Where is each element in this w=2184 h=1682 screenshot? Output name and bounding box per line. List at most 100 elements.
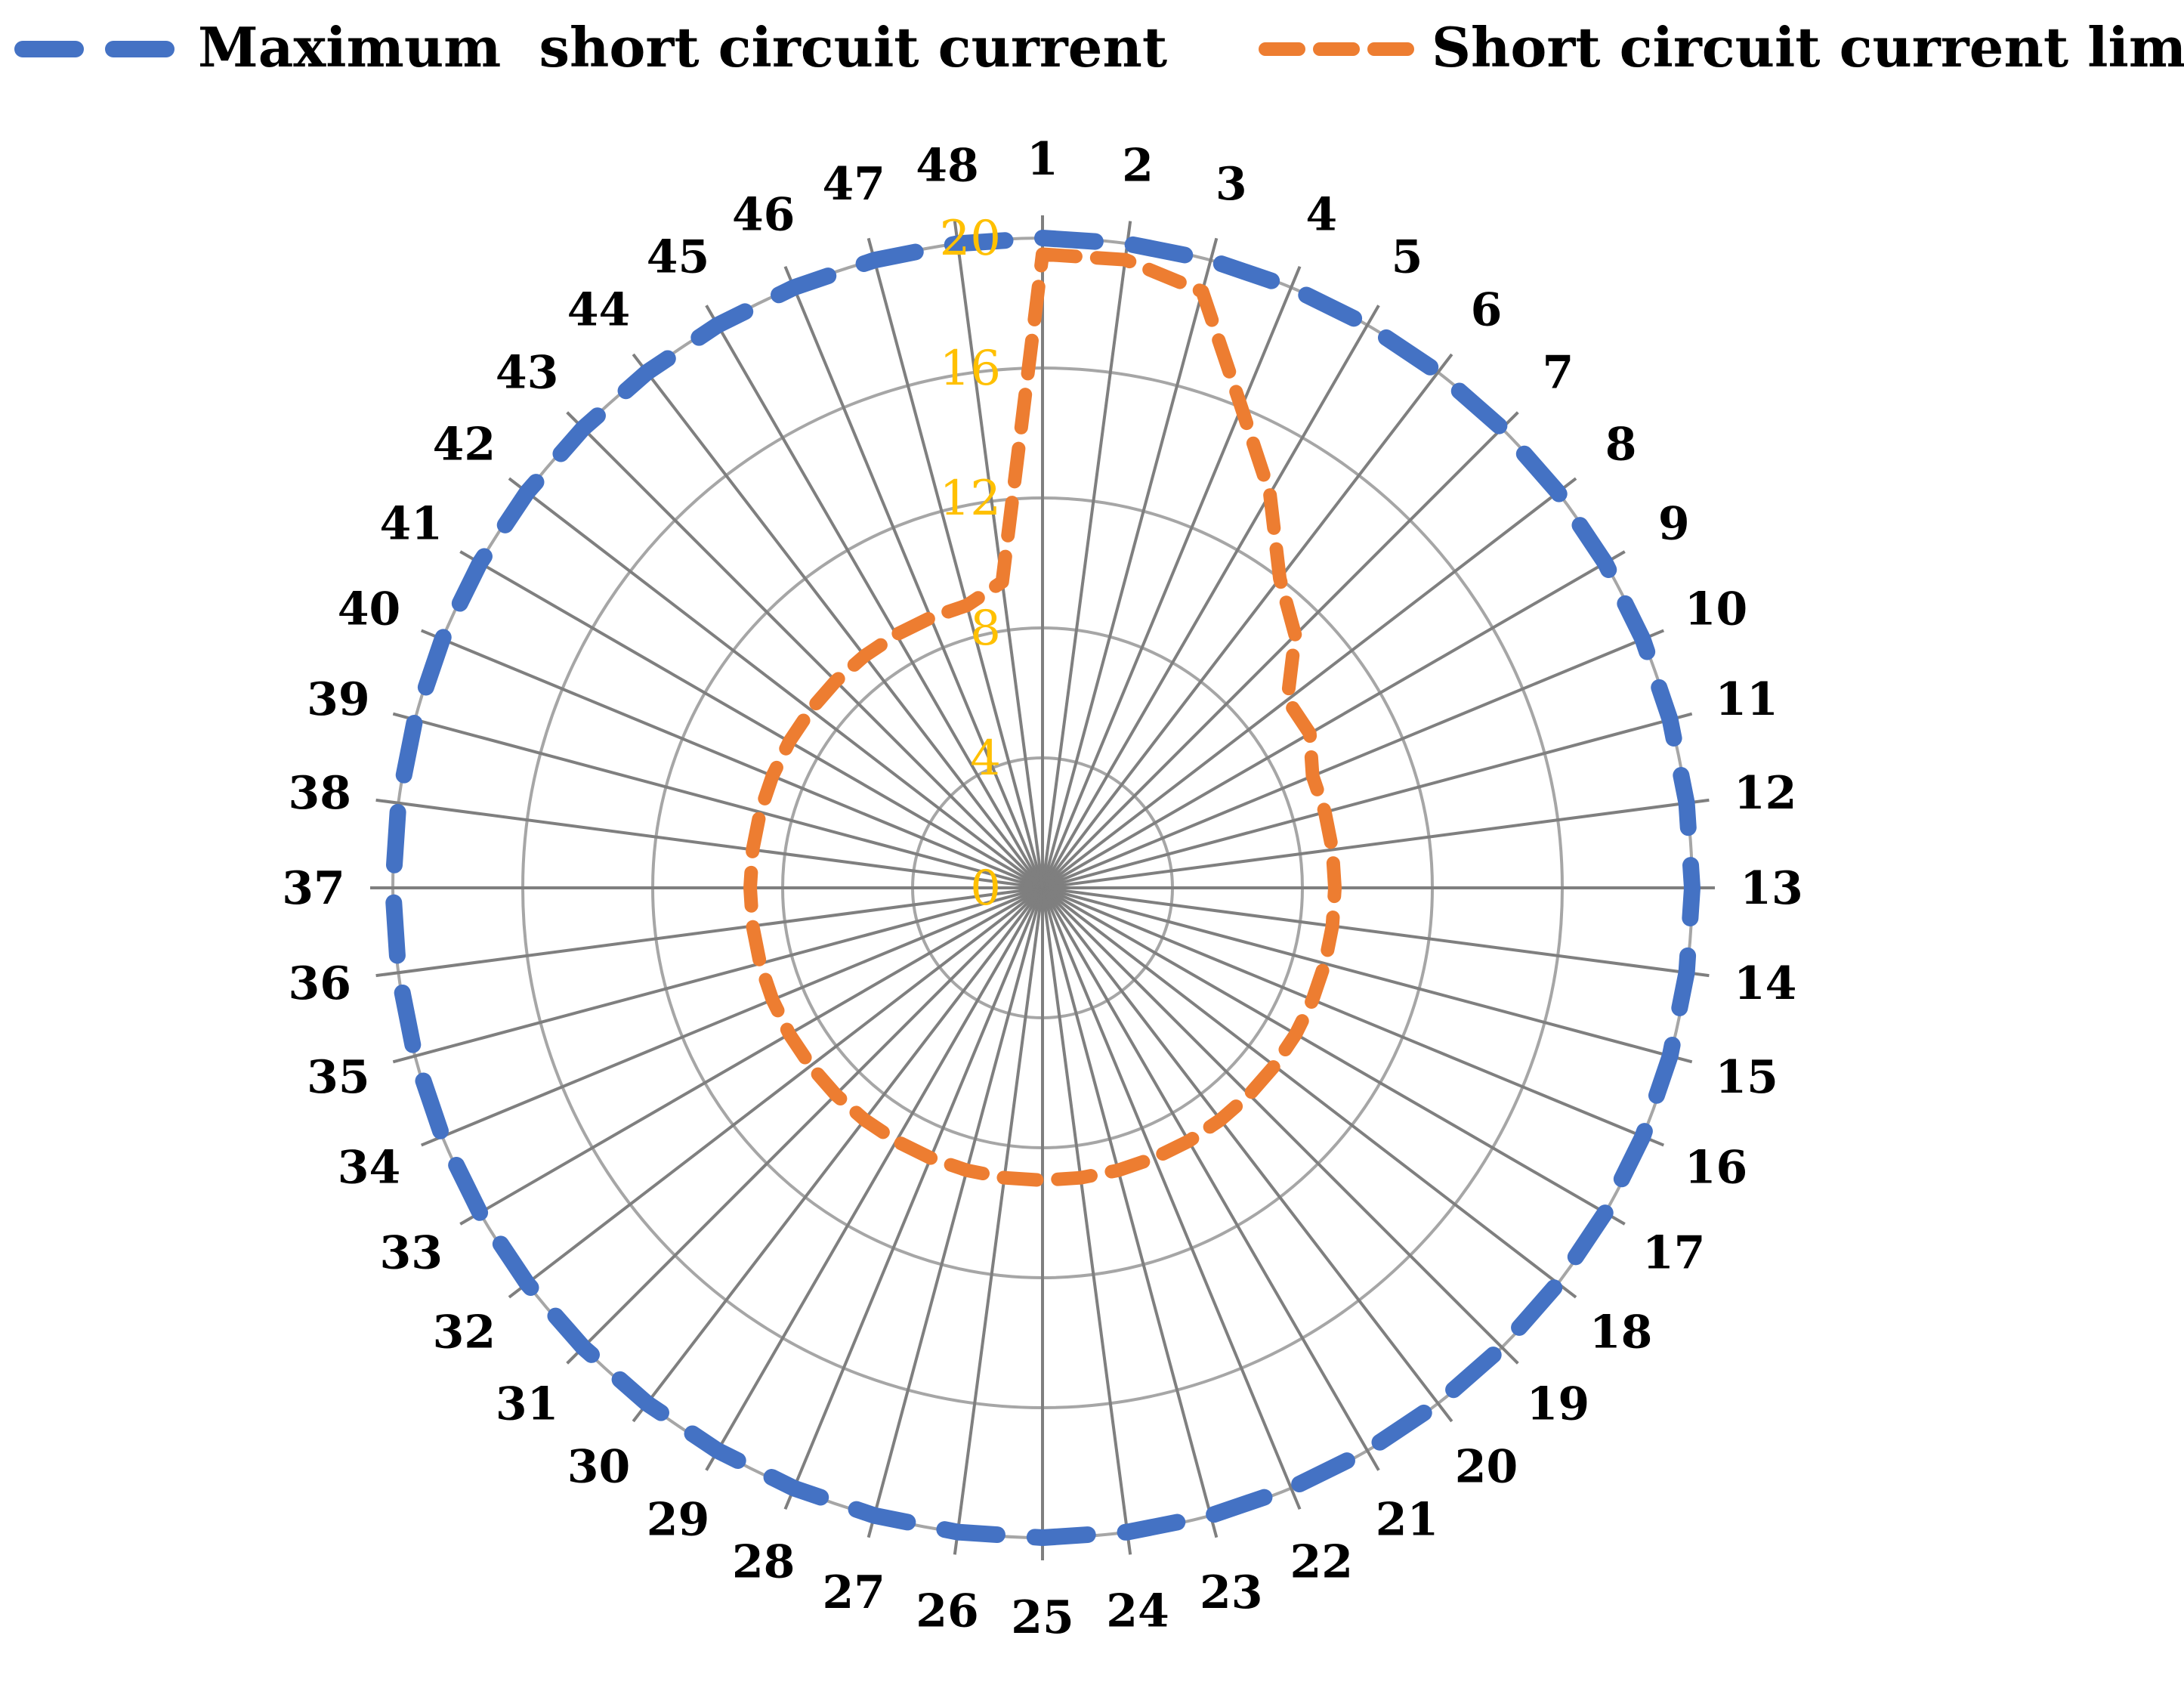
spoke-34: [420, 886, 1043, 1147]
spoke-6: [1041, 353, 1453, 889]
category-label-28: 28: [732, 1536, 795, 1589]
legend: Maximum short circuit current Short circu…: [14, 15, 2184, 79]
category-label-23: 23: [1200, 1566, 1263, 1619]
spoke-23: [1041, 887, 1219, 1538]
category-label-40: 40: [338, 583, 401, 636]
category-label-36: 36: [289, 957, 352, 1010]
category-label-30: 30: [567, 1441, 631, 1494]
category-label-48: 48: [916, 139, 979, 192]
category-label-26: 26: [916, 1585, 979, 1638]
category-label-29: 29: [647, 1494, 710, 1547]
category-label-2: 2: [1122, 139, 1154, 192]
category-label-44: 44: [567, 283, 631, 336]
spoke-15: [1042, 886, 1693, 1064]
spoke-12: [1042, 798, 1710, 889]
series-layer: [385, 230, 1701, 1546]
category-label-8: 8: [1605, 419, 1637, 472]
spoke-33: [459, 886, 1043, 1226]
tick-label-16: 16: [940, 341, 1001, 397]
category-label-14: 14: [1734, 957, 1797, 1010]
category-label-27: 27: [822, 1566, 885, 1619]
category-label-37: 37: [282, 862, 345, 915]
category-label-31: 31: [496, 1377, 559, 1430]
spoke-41: [459, 550, 1043, 889]
spoke-42: [508, 477, 1044, 889]
spoke-5: [1041, 305, 1380, 889]
category-label-1: 1: [1027, 133, 1058, 186]
category-label-3: 3: [1216, 158, 1247, 211]
category-label-38: 38: [289, 767, 352, 820]
tick-label-4: 4: [970, 731, 1001, 787]
spoke-43: [566, 411, 1044, 889]
legend-label-2: Short circuit current limit: [1432, 15, 2184, 79]
spoke-44: [632, 353, 1044, 889]
spoke-36: [375, 886, 1043, 978]
spoke-20: [1041, 886, 1453, 1423]
spoke-46: [783, 265, 1044, 889]
spoke-11: [1042, 712, 1693, 889]
category-label-10: 10: [1685, 583, 1748, 636]
spoke-10: [1042, 629, 1665, 889]
category-label-41: 41: [380, 498, 443, 551]
category-label-6: 6: [1471, 283, 1503, 336]
spoke-38: [375, 798, 1043, 889]
spoke-31: [566, 886, 1044, 1365]
category-label-42: 42: [433, 419, 496, 472]
spoke-7: [1041, 411, 1519, 889]
series-line-2: [743, 247, 1342, 1187]
grid-spokes: [370, 215, 1715, 1560]
category-label-46: 46: [732, 189, 795, 242]
spoke-9: [1042, 550, 1626, 889]
category-label-18: 18: [1589, 1306, 1653, 1359]
category-label-15: 15: [1715, 1051, 1778, 1104]
tick-label-8: 8: [970, 601, 1001, 657]
legend-label-1: Maximum short circuit current: [198, 15, 1167, 79]
category-label-34: 34: [338, 1141, 401, 1194]
category-label-33: 33: [380, 1227, 443, 1280]
spoke-3: [1041, 237, 1219, 889]
category-label-11: 11: [1715, 673, 1778, 726]
spoke-21: [1041, 886, 1380, 1471]
spoke-29: [705, 886, 1044, 1471]
category-label-22: 22: [1290, 1536, 1354, 1589]
category-label-24: 24: [1106, 1585, 1169, 1638]
tick-label-20: 20: [940, 211, 1001, 267]
tick-label-0: 0: [970, 861, 1001, 917]
series-line-1: [385, 230, 1701, 1546]
tick-label-12: 12: [940, 471, 1001, 527]
spoke-35: [392, 886, 1043, 1064]
spoke-4: [1041, 265, 1302, 889]
spoke-40: [420, 629, 1043, 889]
spoke-28: [783, 887, 1044, 1510]
spoke-45: [705, 305, 1044, 889]
spoke-30: [632, 886, 1044, 1423]
category-label-45: 45: [647, 230, 710, 283]
spoke-39: [392, 712, 1043, 889]
spoke-2: [1041, 221, 1132, 889]
category-label-12: 12: [1734, 767, 1797, 820]
spoke-16: [1042, 886, 1665, 1147]
category-label-32: 32: [433, 1306, 496, 1359]
category-label-39: 39: [307, 673, 370, 726]
category-label-17: 17: [1642, 1227, 1706, 1280]
spoke-8: [1041, 477, 1577, 889]
spoke-17: [1042, 886, 1626, 1226]
category-label-43: 43: [496, 347, 559, 400]
category-label-19: 19: [1527, 1377, 1590, 1430]
spoke-26: [953, 887, 1044, 1555]
category-label-9: 9: [1658, 498, 1690, 551]
spoke-22: [1041, 887, 1302, 1510]
spoke-47: [866, 237, 1044, 889]
category-label-13: 13: [1740, 862, 1803, 915]
category-label-4: 4: [1305, 189, 1337, 242]
spoke-14: [1042, 886, 1710, 978]
spoke-24: [1041, 887, 1132, 1555]
category-label-20: 20: [1455, 1441, 1518, 1494]
radial-tick-labels: 0 4 8 12 16 20: [940, 211, 1001, 917]
spoke-27: [866, 887, 1044, 1538]
category-labels: 1 2 34567891011121314151617181920212223242…: [282, 133, 1803, 1644]
category-label-47: 47: [822, 158, 885, 211]
spoke-18: [1041, 886, 1577, 1299]
